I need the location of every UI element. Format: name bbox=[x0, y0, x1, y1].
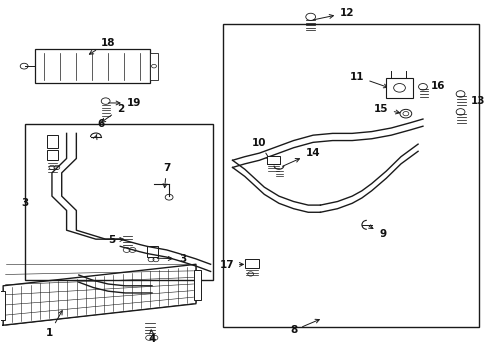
Bar bbox=[223, 24, 479, 327]
Text: 10: 10 bbox=[252, 138, 270, 161]
Bar bbox=[149, 53, 158, 80]
Text: 1: 1 bbox=[46, 311, 62, 338]
Text: 4: 4 bbox=[148, 330, 156, 344]
Text: 2: 2 bbox=[101, 104, 124, 122]
Bar bbox=[147, 246, 158, 257]
Text: 14: 14 bbox=[282, 148, 320, 166]
Text: 19: 19 bbox=[108, 98, 141, 108]
Text: 5: 5 bbox=[108, 235, 124, 245]
Bar bbox=[245, 259, 259, 268]
Text: 18: 18 bbox=[89, 37, 115, 54]
Bar bbox=[386, 78, 413, 98]
Text: 12: 12 bbox=[314, 8, 354, 20]
Bar bbox=[0, 291, 4, 320]
Text: 16: 16 bbox=[431, 81, 446, 91]
Text: 6: 6 bbox=[93, 119, 104, 140]
Bar bbox=[35, 49, 149, 83]
Bar bbox=[47, 149, 58, 160]
Text: 13: 13 bbox=[471, 96, 485, 106]
Bar bbox=[25, 125, 213, 280]
Text: 17: 17 bbox=[220, 260, 244, 270]
Text: 8: 8 bbox=[290, 319, 319, 336]
Text: 3: 3 bbox=[157, 254, 186, 264]
Bar bbox=[47, 135, 58, 148]
Text: 7: 7 bbox=[163, 163, 171, 188]
Bar bbox=[194, 270, 201, 300]
Text: 9: 9 bbox=[368, 225, 386, 239]
Text: 15: 15 bbox=[374, 104, 400, 114]
Bar bbox=[267, 156, 280, 164]
Text: 3: 3 bbox=[22, 198, 29, 208]
Text: 11: 11 bbox=[350, 72, 388, 88]
